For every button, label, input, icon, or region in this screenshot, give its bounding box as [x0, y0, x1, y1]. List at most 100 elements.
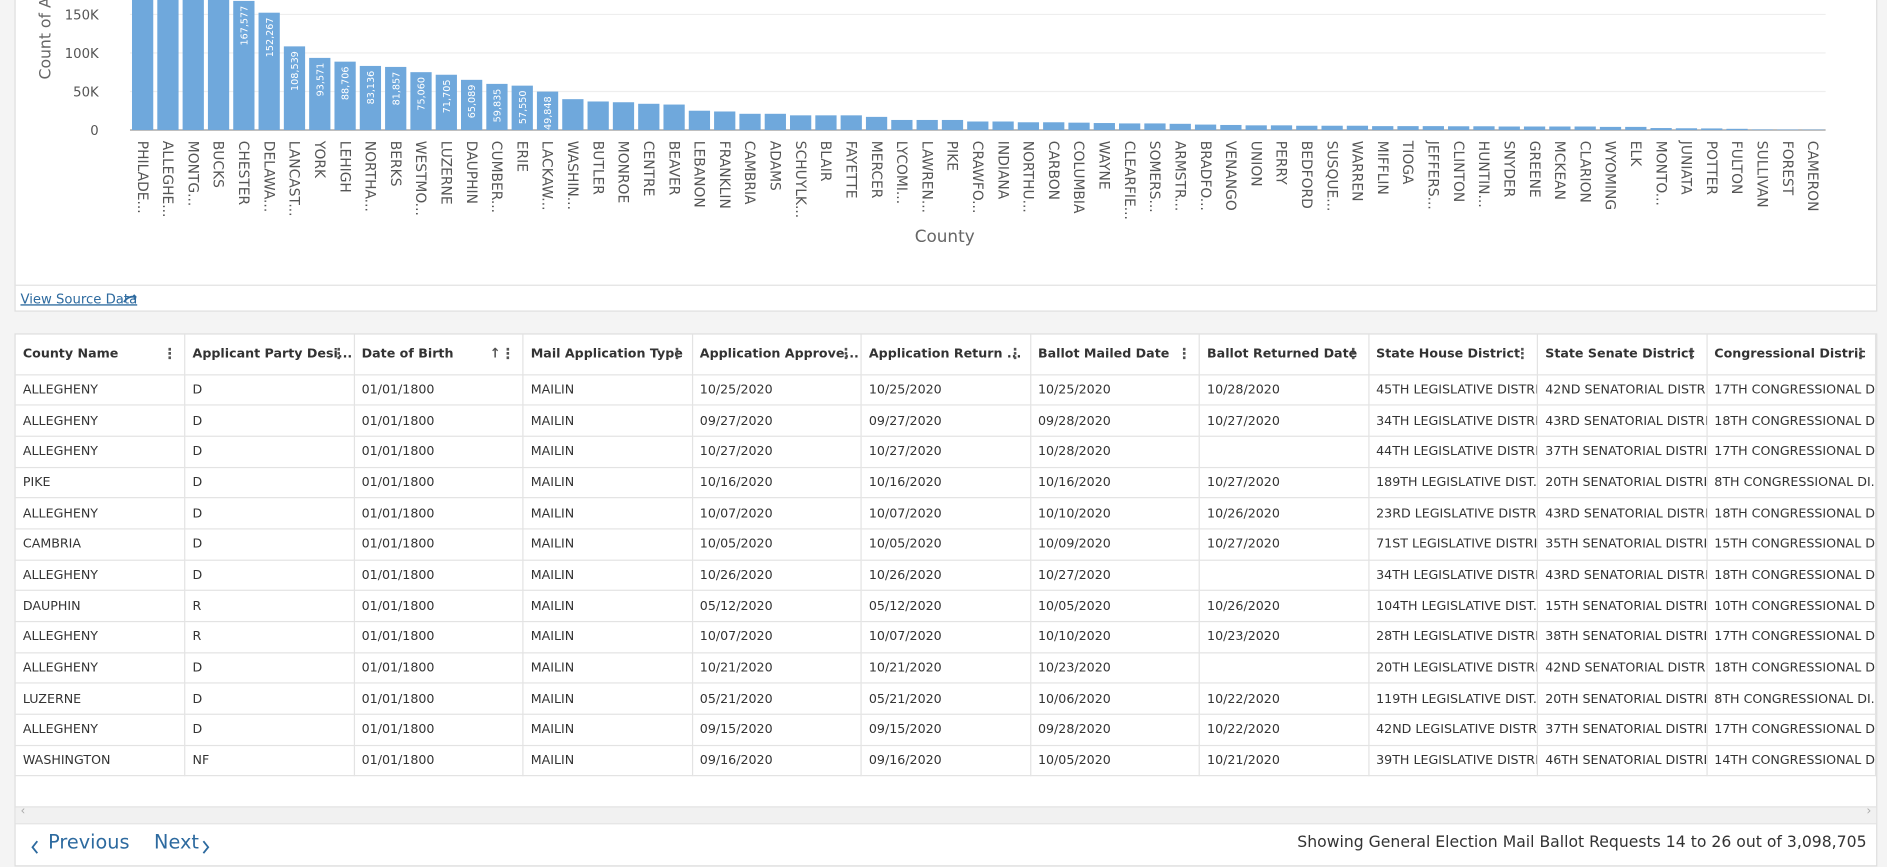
sort-icon[interactable]: ↑ [489, 345, 501, 362]
previous-button[interactable]: Previous [48, 830, 130, 854]
x-tick-label: POTTER [1703, 141, 1719, 196]
table-cell: 44TH LEGISLATIVE DISTRI... [1368, 436, 1538, 468]
x-tick-label: TIOGA [1399, 140, 1415, 185]
x-tick-label: GREENE [1526, 141, 1542, 198]
column-header[interactable]: Date of Birth ↑ ⋮ [353, 334, 524, 375]
column-menu[interactable]: ⋮ [331, 345, 346, 363]
column-menu[interactable]: ⋮ [1684, 345, 1699, 363]
column-menu[interactable]: ⋮ [1515, 345, 1530, 363]
column-menu[interactable]: ⋮ [162, 345, 177, 363]
table-cell: D [184, 497, 355, 530]
column-header[interactable]: County Name ⋮ [15, 334, 186, 375]
source-link[interactable]: View Source Data [20, 292, 137, 307]
table-cell: 23RD LEGISLATIVE DISTRI... [1368, 497, 1538, 530]
table-row: ALLEGHENY D 01/01/1800 MAILIN 09/15/2020 09/1… [15, 714, 1877, 746]
table-cell: 01/01/1800 [353, 436, 524, 468]
bar [663, 104, 685, 130]
table-cell: 05/21/2020 [691, 683, 862, 715]
table-cell: 39TH LEGISLATIVE DISTRI... [1368, 745, 1538, 777]
x-tick-label: ELK [1627, 141, 1643, 167]
table-cell: 01/01/1800 [353, 745, 524, 777]
table-cell: 18TH CONGRESSIONAL D... [1706, 652, 1877, 684]
bar [587, 101, 609, 130]
table-cell: 10/21/2020 [691, 652, 862, 684]
value-label: 65,089 [467, 85, 478, 119]
column-menu[interactable]: ⋮ [1346, 345, 1361, 363]
table-cell: 10/27/2020 [691, 436, 862, 468]
scrollbar[interactable]: ‹ › [15, 805, 1877, 824]
x-tick-label: CLINTON [1450, 141, 1466, 202]
bar [1675, 128, 1698, 130]
column-header[interactable]: Ballot Returned Date ⋮ [1199, 334, 1369, 375]
column-header[interactable]: State House District ⋮ [1368, 334, 1538, 375]
value-label: 81,857 [391, 72, 402, 106]
table-cell: 10/25/2020 [691, 374, 862, 406]
table-cell: MAILIN [522, 467, 693, 499]
x-tick-label: CLEARFIE... [1121, 141, 1137, 220]
column-header[interactable]: Application Approve... ⋮ [691, 334, 862, 375]
table-cell: MAILIN [522, 745, 693, 777]
table-cell: D [184, 714, 355, 746]
table-cell: D [184, 374, 355, 406]
table-row: ALLEGHENY D 01/01/1800 MAILIN 10/25/2020 10/2… [15, 374, 1877, 406]
column-menu[interactable]: ⋮ [500, 345, 516, 363]
table-cell: 28TH LEGISLATIVE DISTRI... [1368, 621, 1538, 654]
divider [15, 823, 1877, 825]
x-tick-label: SNYDER [1500, 141, 1516, 198]
column-menu[interactable]: ⋮ [669, 345, 685, 363]
x-tick-label: LYCOMI... [893, 141, 909, 204]
bar [1346, 125, 1369, 130]
column-menu[interactable]: ⋮ [1853, 345, 1868, 363]
table-cell: ALLEGHENY [15, 374, 186, 406]
column-menu[interactable]: ⋮ [838, 345, 854, 363]
x-axis-title: County [915, 226, 975, 246]
table-cell: 45TH LEGISLATIVE DISTRI... [1368, 374, 1538, 406]
column-header[interactable]: Congressional Distric ⋮ [1706, 334, 1877, 375]
bar [1017, 122, 1040, 130]
x-tick-label: ARMSTR... [1171, 141, 1187, 212]
table-cell: 10/06/2020 [1030, 683, 1200, 715]
table-cell: 09/16/2020 [691, 745, 862, 777]
table-cell: CAMBRIA [15, 528, 186, 561]
bar [131, 0, 154, 130]
x-tick-label: SULLIVAN [1754, 141, 1770, 208]
bar [638, 103, 660, 130]
table-cell: 15TH CONGRESSIONAL D... [1706, 528, 1877, 561]
table-cell: 10/23/2020 [1199, 621, 1369, 654]
table-cell: 01/01/1800 [353, 621, 524, 654]
x-tick-label: JEFFERS... [1425, 140, 1441, 210]
bar [1625, 126, 1647, 130]
table-cell: 10/09/2020 [1030, 528, 1200, 561]
column-header[interactable]: State Senate District ⋮ [1537, 334, 1708, 375]
table-cell: 10/26/2020 [1199, 497, 1369, 530]
table-cell: 14TH CONGRESSIONAL D... [1706, 745, 1877, 777]
value-label: 167,577 [239, 6, 250, 46]
column-header[interactable]: Mail Application Type ⋮ [522, 334, 693, 375]
column-header[interactable]: Application Return ... ⋮ [861, 334, 1031, 375]
table-cell: 42ND LEGISLATIVE DISTRI... [1368, 714, 1538, 746]
column-header[interactable]: Applicant Party Desi... ⋮ [184, 334, 355, 375]
column-header[interactable]: Ballot Mailed Date ⋮ [1030, 334, 1200, 375]
next-button[interactable]: Next [154, 830, 199, 854]
table-cell: 18TH CONGRESSIONAL D... [1706, 559, 1877, 592]
scroll-left[interactable]: ‹ [20, 805, 26, 819]
column-menu[interactable]: ⋮ [1007, 345, 1023, 363]
table-cell: 01/01/1800 [353, 374, 524, 406]
x-tick-label: WASHIN... [564, 141, 580, 210]
column-menu[interactable]: ⋮ [1176, 345, 1192, 363]
table-cell: 09/15/2020 [691, 714, 862, 746]
table-cell: R [184, 621, 355, 654]
chart: Count of A County View Source Data 0 50K 1… [15, 0, 1877, 307]
x-tick-label: LANCAST... [286, 141, 302, 217]
table-cell: 01/01/1800 [353, 497, 524, 530]
table-cell: ALLEGHENY [15, 621, 186, 654]
bar [435, 74, 457, 130]
value-label: 88,706 [341, 66, 352, 100]
x-tick-label: BEAVER [665, 141, 681, 196]
value-label: 83,136 [366, 71, 377, 105]
table-cell: 18TH CONGRESSIONAL D... [1706, 497, 1877, 530]
table-cell: MAILIN [522, 405, 693, 437]
bar [1422, 126, 1444, 130]
scroll-right[interactable]: › [1866, 805, 1872, 819]
